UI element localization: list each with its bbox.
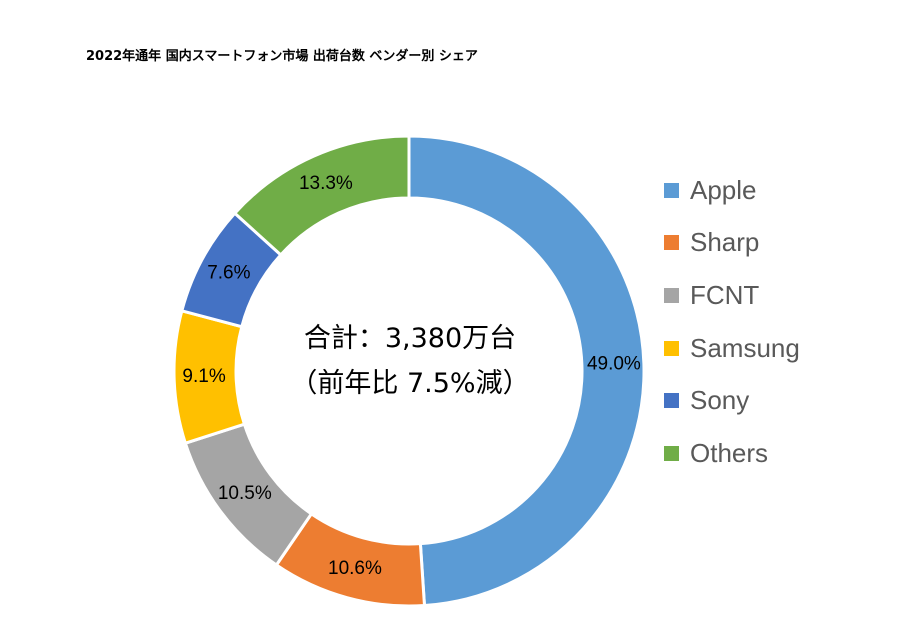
center-total-label: 合計：3,380万台 — [303, 323, 517, 354]
legend-swatch — [664, 287, 679, 303]
legend-label: Others — [690, 437, 769, 468]
legend-label: Samsung — [690, 332, 800, 363]
legend-swatch — [664, 445, 679, 461]
legend-label: Sharp — [690, 227, 760, 258]
slice-others — [232, 134, 411, 257]
chart-legend: Apple Sharp FCNT Samsung Sony Others — [664, 164, 800, 480]
legend-swatch — [664, 393, 679, 409]
data-label-apple: 49.0% — [587, 354, 641, 375]
legend-item-fcnt: FCNT — [664, 269, 800, 322]
data-label-sony: 7.6% — [207, 263, 250, 284]
data-label-samsung: 9.1% — [182, 366, 225, 387]
legend-item-others: Others — [664, 427, 800, 480]
legend-label: Sony — [690, 385, 750, 416]
legend-item-apple: Apple — [664, 164, 800, 217]
legend-swatch — [664, 182, 679, 198]
legend-label: FCNT — [690, 279, 760, 310]
data-labels: 49.0% 10.6% 10.5% 9.1% 7.6% 13.3% — [182, 173, 641, 579]
legend-swatch — [664, 340, 679, 356]
legend-item-samsung: Samsung — [664, 322, 800, 375]
legend-label: Apple — [690, 174, 757, 205]
legend-item-sony: Sony — [664, 374, 800, 427]
chart-title: 2022年通年 国内スマートフォン市場 出荷台数 ベンダー別 シェア — [86, 49, 478, 64]
doughnut-slices — [172, 134, 646, 608]
legend-swatch — [664, 235, 679, 251]
data-label-sharp: 10.6% — [328, 558, 382, 579]
data-label-fcnt: 10.5% — [218, 483, 272, 504]
legend-item-sharp: Sharp — [664, 217, 800, 270]
center-change-label: （前年比 7.5%減） — [290, 368, 530, 399]
slice-apple — [407, 134, 646, 608]
data-label-others: 13.3% — [299, 173, 353, 194]
